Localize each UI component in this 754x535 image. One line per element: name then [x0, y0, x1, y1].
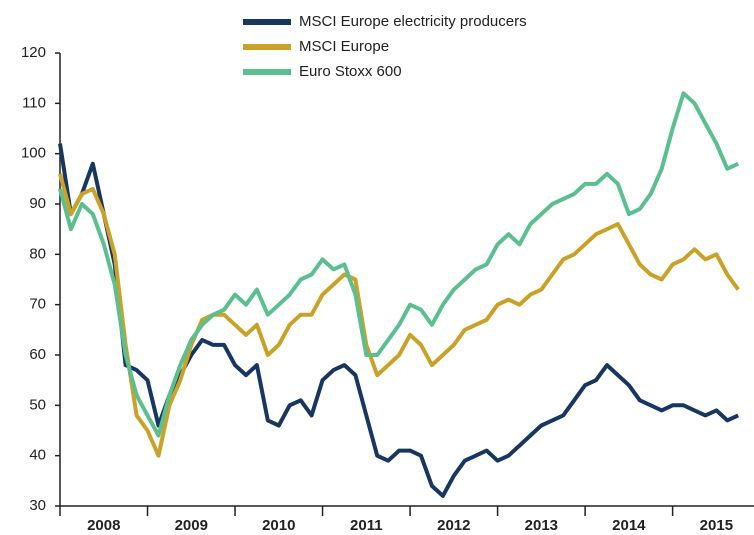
- y-tick-label: 110: [22, 94, 46, 111]
- y-tick-label: 40: [29, 447, 46, 464]
- legend-label: MSCI Europe electricity producers: [299, 13, 527, 30]
- legend-label: MSCI Europe: [299, 38, 389, 55]
- y-tick-label: 60: [29, 346, 46, 363]
- series-line: [58, 173, 740, 458]
- x-tick-label: 2012: [437, 517, 470, 534]
- y-tick-label: 90: [29, 195, 46, 212]
- x-tick-label: 2011: [350, 517, 383, 534]
- series-line: [58, 91, 740, 438]
- x-tick-label: 2014: [612, 517, 646, 534]
- x-tick-label: 2013: [525, 517, 558, 534]
- x-tick-label: 2010: [262, 517, 295, 534]
- y-tick-label: 70: [29, 296, 46, 313]
- x-tick-label: 2008: [87, 517, 120, 534]
- y-tick-label: 30: [29, 497, 46, 514]
- y-tick-label: 50: [29, 396, 46, 413]
- x-tick-label: 2009: [175, 517, 208, 534]
- legend-label: Euro Stoxx 600: [299, 63, 402, 80]
- y-tick-label: 100: [21, 145, 46, 162]
- x-tick-label: 2015: [700, 517, 733, 534]
- y-tick-label: 80: [29, 245, 46, 262]
- y-tick-label: 120: [21, 44, 46, 61]
